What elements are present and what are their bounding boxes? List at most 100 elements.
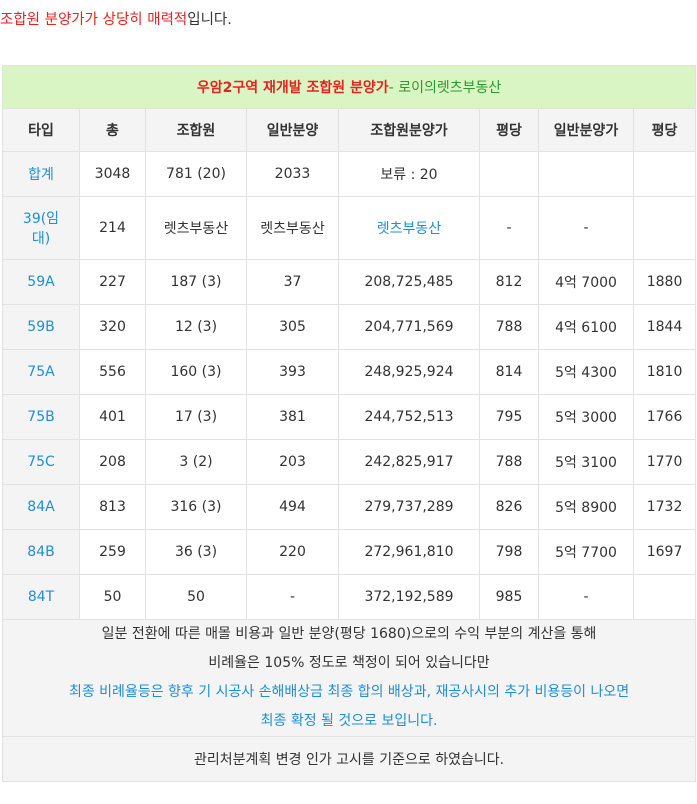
cell-type: 84A: [2, 484, 80, 530]
cell-per-pyeong-2: [632, 151, 697, 197]
cell-general: 2033: [246, 151, 339, 197]
cell-general-price: 5억 8900: [538, 484, 634, 530]
cell-member: 316 (3): [145, 484, 247, 530]
cell-general: 305: [246, 304, 339, 350]
cell-general-price: 5억 7700: [538, 529, 634, 575]
cell-per-pyeong-2: 1732: [632, 484, 697, 530]
cell-total: 259: [79, 529, 146, 575]
cell-per-pyeong-2: 1810: [632, 349, 697, 395]
cell-per-pyeong-2: 1880: [632, 259, 697, 305]
cell-general-price: -: [538, 574, 634, 620]
cell-type: 75C: [2, 439, 80, 485]
header-type: 타입: [2, 108, 80, 152]
footer-note: 관리처분계획 변경 인가 고시를 기준으로 하였습니다.: [1, 736, 697, 782]
cell-member: 160 (3): [145, 349, 247, 395]
note-line-1: 일분 전환에 따른 매몰 비용과 일반 분양(평당 1680)으로의 수익 부분…: [101, 626, 597, 642]
table-title: 우암2구역 재개발 조합원 분양가- 로이의렛츠부동산: [1, 65, 697, 109]
note-cell: 일분 전환에 따른 매몰 비용과 일반 분양(평당 1680)으로의 수익 부분…: [1, 619, 697, 737]
cell-type: 75A: [2, 349, 80, 395]
cell-general-price: [538, 151, 634, 197]
cell-member: 187 (3): [145, 259, 247, 305]
cell-member: 렛츠부동산: [145, 196, 247, 260]
cell-per-pyeong: 795: [479, 394, 539, 440]
cell-per-pyeong: 798: [479, 529, 539, 575]
cell-type: 75B: [2, 394, 80, 440]
cell-general: 37: [246, 259, 339, 305]
table-row: 84A 813 316 (3) 494 279,737,289 826 5억 8…: [2, 484, 697, 530]
cell-total: 227: [79, 259, 146, 305]
header-member: 조합원: [145, 108, 247, 152]
header-general: 일반분양: [246, 108, 339, 152]
cell-member: 50: [145, 574, 247, 620]
cell-per-pyeong-2: 1697: [632, 529, 697, 575]
cell-per-pyeong: 788: [479, 439, 539, 485]
cell-per-pyeong-2: [632, 196, 697, 260]
table-row: 39(임대) 214 렛츠부동산 렛츠부동산 렛츠부동산 - -: [2, 196, 697, 260]
cell-per-pyeong-2: 1770: [632, 439, 697, 485]
footer-row: 관리처분계획 변경 인가 고시를 기준으로 하였습니다.: [1, 736, 697, 782]
table-row: 75C 208 3 (2) 203 242,825,917 788 5억 310…: [2, 439, 697, 485]
cell-per-pyeong-2: 1844: [632, 304, 697, 350]
cell-member: 36 (3): [145, 529, 247, 575]
header-per-pyeong: 평당: [479, 108, 539, 152]
header-general-price: 일반분양가: [538, 108, 634, 152]
cell-per-pyeong: 826: [479, 484, 539, 530]
table-row: 59A 227 187 (3) 37 208,725,485 812 4억 70…: [2, 259, 697, 305]
note-line-4: 최종 확정 될 것으로 보입니다.: [260, 713, 438, 729]
cell-member-price: 보류 : 20: [338, 151, 480, 197]
table-row: 75A 556 160 (3) 393 248,925,924 814 5억 4…: [2, 349, 697, 395]
cell-member-price-link[interactable]: 렛츠부동산: [338, 196, 480, 260]
header-per-pyeong-2: 평당: [632, 108, 697, 152]
table-title-row: 우암2구역 재개발 조합원 분양가- 로이의렛츠부동산: [1, 65, 697, 109]
cell-general: 렛츠부동산: [246, 196, 339, 260]
table-title-sub: - 로이의렛츠부동산: [388, 80, 502, 96]
intro-highlight: 조합원 분양가가 상당히 매력적: [0, 12, 188, 28]
cell-member: 3 (2): [145, 439, 247, 485]
cell-per-pyeong: 985: [479, 574, 539, 620]
note-row: 일분 전환에 따른 매몰 비용과 일반 분양(평당 1680)으로의 수익 부분…: [1, 619, 697, 737]
pricing-table: 우암2구역 재개발 조합원 분양가- 로이의렛츠부동산 타입 총 조합원 일반분…: [1, 65, 697, 782]
cell-per-pyeong: [479, 151, 539, 197]
cell-general-price: 4억 7000: [538, 259, 634, 305]
cell-total: 214: [79, 196, 146, 260]
table-row: 75B 401 17 (3) 381 244,752,513 795 5억 30…: [2, 394, 697, 440]
table-row: 84T 50 50 - 372,192,589 985 -: [2, 574, 697, 620]
cell-general: 220: [246, 529, 339, 575]
cell-per-pyeong: 812: [479, 259, 539, 305]
cell-member-price: 279,737,289: [338, 484, 480, 530]
cell-general-price: 5억 3000: [538, 394, 634, 440]
cell-member-price: 244,752,513: [338, 394, 480, 440]
cell-general-price: 4억 6100: [538, 304, 634, 350]
table-row: 59B 320 12 (3) 305 204,771,569 788 4억 61…: [2, 304, 697, 350]
cell-total: 208: [79, 439, 146, 485]
cell-general-price: -: [538, 196, 634, 260]
cell-member-price: 208,725,485: [338, 259, 480, 305]
cell-member-price: 272,961,810: [338, 529, 480, 575]
cell-total: 813: [79, 484, 146, 530]
cell-member-price: 372,192,589: [338, 574, 480, 620]
cell-per-pyeong: 814: [479, 349, 539, 395]
intro-text: 조합원 분양가가 상당히 매력적입니다.: [0, 9, 232, 31]
header-member-price: 조합원분양가: [338, 108, 480, 152]
cell-general: 381: [246, 394, 339, 440]
note-line-2: 비례율은 105% 정도로 책정이 되어 있습니다만: [208, 655, 490, 671]
cell-total: 320: [79, 304, 146, 350]
table-row: 84B 259 36 (3) 220 272,961,810 798 5억 77…: [2, 529, 697, 575]
cell-general-price: 5억 4300: [538, 349, 634, 395]
cell-per-pyeong: 788: [479, 304, 539, 350]
cell-type: 84B: [2, 529, 80, 575]
table-header-row: 타입 총 조합원 일반분양 조합원분양가 평당 일반분양가 평당: [2, 108, 697, 152]
cell-total: 3048: [79, 151, 146, 197]
cell-total: 50: [79, 574, 146, 620]
cell-member: 12 (3): [145, 304, 247, 350]
cell-general: 203: [246, 439, 339, 485]
cell-member-price: 204,771,569: [338, 304, 480, 350]
cell-type: 59A: [2, 259, 80, 305]
cell-type: 59B: [2, 304, 80, 350]
cell-general: -: [246, 574, 339, 620]
cell-per-pyeong: -: [479, 196, 539, 260]
cell-member: 17 (3): [145, 394, 247, 440]
cell-member: 781 (20): [145, 151, 247, 197]
cell-general: 494: [246, 484, 339, 530]
table-title-main: 우암2구역 재개발 조합원 분양가: [196, 80, 389, 96]
